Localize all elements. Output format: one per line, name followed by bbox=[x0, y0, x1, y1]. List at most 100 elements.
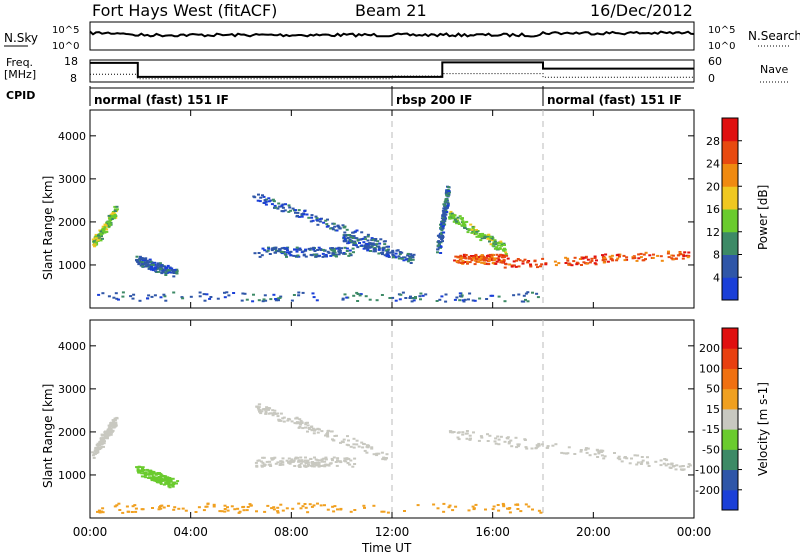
data-cell-5 bbox=[223, 508, 227, 510]
colorbar-cell bbox=[722, 118, 738, 142]
data-cell-0 bbox=[99, 239, 103, 242]
data-cell-7 bbox=[461, 260, 465, 263]
data-cell-1 bbox=[156, 262, 160, 265]
data-cell-4 bbox=[408, 255, 412, 258]
data-cell-6 bbox=[487, 235, 491, 238]
data-cell-0 bbox=[106, 428, 110, 431]
data-cell-8 bbox=[618, 253, 622, 256]
data-cell-4 bbox=[346, 236, 350, 239]
data-cell-8 bbox=[512, 264, 516, 267]
data-cell-3 bbox=[353, 463, 357, 465]
data-cell-0 bbox=[93, 242, 97, 245]
data-cell-0 bbox=[96, 239, 100, 242]
data-cell-3 bbox=[370, 237, 374, 240]
data-cell-3 bbox=[364, 238, 367, 241]
data-cell-0 bbox=[105, 230, 109, 233]
data-cell-3 bbox=[348, 234, 352, 236]
data-cell-3 bbox=[322, 457, 326, 460]
data-cell-2 bbox=[326, 250, 330, 253]
data-cell-5 bbox=[454, 505, 458, 508]
data-cell-6 bbox=[480, 237, 484, 240]
data-cell-2 bbox=[272, 412, 276, 415]
data-cell-3 bbox=[309, 464, 313, 467]
data-cell-9 bbox=[358, 294, 362, 297]
data-cell-4 bbox=[515, 446, 519, 449]
data-cell-3 bbox=[299, 456, 303, 459]
data-cell-9 bbox=[356, 300, 360, 302]
data-cell-7 bbox=[484, 256, 488, 259]
data-cell-2 bbox=[299, 419, 303, 422]
data-cell-2 bbox=[271, 414, 275, 417]
data-cell-3 bbox=[280, 204, 284, 207]
data-cell-1 bbox=[157, 270, 161, 273]
power-panel: 1000 2000 3000 4000 bbox=[58, 109, 695, 309]
data-cell-8 bbox=[642, 253, 646, 256]
data-cell-2 bbox=[297, 422, 301, 425]
data-cell-8 bbox=[681, 257, 685, 260]
data-cell-6 bbox=[478, 235, 482, 238]
data-cell-3 bbox=[378, 242, 382, 245]
nave-label: Nave bbox=[760, 63, 788, 76]
data-cell-9 bbox=[473, 299, 477, 302]
data-cell-4 bbox=[381, 249, 385, 252]
data-cell-6 bbox=[456, 219, 460, 222]
data-cell-4 bbox=[369, 250, 372, 252]
data-cell-9 bbox=[203, 299, 207, 302]
data-cell-0 bbox=[112, 217, 116, 220]
data-cell-9 bbox=[410, 300, 414, 303]
colorbar-cell bbox=[722, 408, 738, 430]
data-cell-4 bbox=[603, 455, 607, 458]
data-cell-2 bbox=[290, 420, 294, 423]
data-cell-3 bbox=[267, 200, 271, 203]
data-cell-4 bbox=[371, 242, 375, 245]
data-cell-5 bbox=[306, 511, 310, 514]
data-cell-4 bbox=[678, 465, 682, 468]
data-cell-4 bbox=[400, 257, 404, 260]
data-cell-8 bbox=[682, 253, 685, 256]
data-cell-1 bbox=[170, 267, 174, 270]
data-cell-1 bbox=[171, 271, 175, 274]
data-cell-5 bbox=[442, 203, 446, 206]
data-cell-4 bbox=[562, 452, 566, 455]
data-cell-4 bbox=[465, 432, 469, 435]
data-cell-2 bbox=[327, 429, 331, 432]
data-cell-4 bbox=[670, 462, 674, 465]
colorbar-cell bbox=[722, 489, 738, 511]
data-cell-4 bbox=[659, 459, 663, 462]
data-cell-0 bbox=[110, 218, 114, 220]
data-cell-6 bbox=[470, 228, 474, 231]
data-cell-7 bbox=[480, 254, 484, 257]
data-cell-1 bbox=[150, 479, 154, 482]
data-cell-6 bbox=[481, 232, 485, 235]
data-cell-5 bbox=[223, 510, 227, 513]
data-cell-1 bbox=[163, 265, 166, 268]
data-cell-9 bbox=[517, 293, 521, 296]
data-cell-3 bbox=[373, 239, 377, 242]
data-cell-6 bbox=[492, 242, 496, 245]
data-cell-4 bbox=[663, 458, 667, 460]
data-cell-5 bbox=[272, 508, 276, 511]
data-cell-6 bbox=[460, 224, 464, 227]
data-cell-2 bbox=[362, 443, 366, 446]
data-cell-4 bbox=[406, 252, 410, 255]
data-cell-9 bbox=[522, 294, 526, 297]
data-cell-5 bbox=[184, 509, 188, 512]
data-cell-5 bbox=[263, 510, 267, 513]
data-cell-9 bbox=[391, 296, 395, 299]
data-cell-4 bbox=[468, 438, 472, 441]
data-cell-5 bbox=[226, 506, 229, 509]
data-cell-8 bbox=[670, 254, 674, 257]
data-cell-4 bbox=[398, 253, 402, 255]
colorbar-tick-label: 16 bbox=[706, 203, 720, 216]
data-cell-0 bbox=[104, 432, 107, 435]
data-cell-0 bbox=[115, 416, 119, 419]
data-cell-2 bbox=[384, 457, 388, 459]
data-cell-8 bbox=[578, 258, 582, 260]
data-cell-2 bbox=[286, 419, 290, 422]
data-cell-2 bbox=[383, 458, 387, 461]
data-cell-9 bbox=[471, 299, 475, 302]
data-cell-9 bbox=[198, 291, 202, 294]
data-cell-3 bbox=[307, 463, 310, 466]
data-cell-5 bbox=[202, 509, 206, 512]
data-cell-6 bbox=[475, 229, 478, 231]
